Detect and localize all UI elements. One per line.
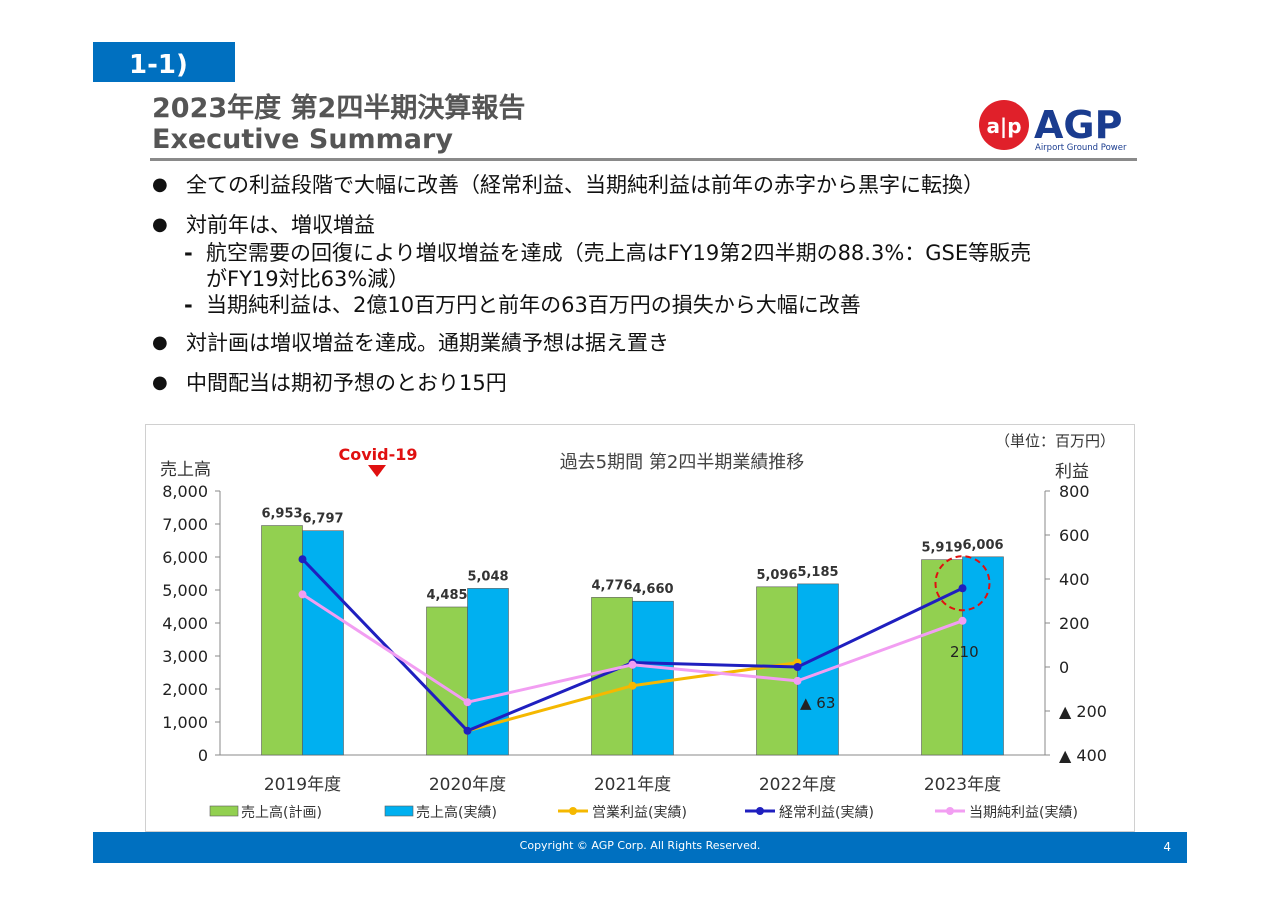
left-tick-label: 6,000 (162, 548, 208, 567)
legend-marker (756, 807, 764, 815)
agp-logo: a|p AGP Airport Ground Power (979, 100, 1127, 152)
bar-data-label: 4,485 (426, 588, 467, 603)
legend-marker (946, 807, 954, 815)
legend-label: 営業利益(実績) (592, 805, 687, 821)
legend-label: 経常利益(実績) (779, 805, 874, 821)
left-tick-label: 8,000 (162, 482, 208, 501)
right-tick-label: 800 (1059, 482, 1090, 501)
highlight-circle (934, 555, 991, 612)
chart-title: 過去5期間 第2四半期業績推移 (560, 452, 805, 473)
bar-data-label: 5,919 (921, 541, 962, 556)
page-number: 4 (1163, 840, 1171, 854)
bar-data-label: 6,006 (962, 538, 1003, 553)
svg-text:Airport Ground Power: Airport Ground Power (1035, 143, 1127, 152)
line-point (298, 555, 307, 564)
header-divider (150, 158, 1137, 161)
right-tick-label: 600 (1059, 526, 1090, 545)
chart-panel (145, 424, 1135, 832)
category-label: 2019年度 (264, 775, 341, 795)
bar-plan (756, 586, 798, 756)
left-axis-label: 売上高 (160, 460, 211, 480)
line-data-label: 210 (950, 643, 979, 661)
category-label: 2023年度 (924, 775, 1001, 795)
line-data-label: ▲ 63 (800, 694, 835, 712)
copyright: Copyright © AGP Corp. All Rights Reserve… (519, 839, 761, 852)
left-tick-label: 1,000 (162, 713, 208, 732)
left-tick-label: 7,000 (162, 515, 208, 534)
bar-data-label: 6,953 (261, 507, 302, 522)
line-point (463, 726, 472, 735)
bar-actual (632, 600, 674, 756)
line-point (793, 676, 802, 685)
bar-data-label: 5,185 (797, 565, 838, 580)
covid-marker-icon (368, 465, 386, 477)
left-tick-label: 3,000 (162, 647, 208, 666)
legend-swatch (384, 805, 414, 817)
right-tick-label: 400 (1059, 570, 1090, 589)
legend-label: 当期純利益(実績) (969, 805, 1078, 821)
line-point (958, 616, 967, 625)
category-label: 2020年度 (429, 775, 506, 795)
left-tick-label: 4,000 (162, 614, 208, 633)
left-tick-label: 2,000 (162, 680, 208, 699)
bullet-item: 対計画は増収増益を達成。通期業績予想は据え置き (152, 328, 1152, 358)
line-point (628, 660, 637, 669)
legend-marker (569, 807, 577, 815)
sub-bullet-item: - 当期純利益は、2億10百万円と前年の63百万円の損失から大幅に改善 (184, 293, 861, 317)
bullet-item: 対前年は、増収増益 (152, 210, 1152, 240)
line-point (958, 584, 967, 593)
bar-data-label: 4,660 (632, 582, 673, 597)
legend-label: 売上高(実績) (416, 804, 497, 821)
bar-data-label: 5,096 (756, 568, 797, 583)
bar-actual (962, 556, 1004, 756)
line-point (628, 681, 637, 690)
chart-unit-note: （単位：百万円） (995, 432, 1115, 450)
category-label: 2022年度 (759, 775, 836, 795)
covid-annotation: Covid-19 (338, 445, 417, 464)
bar-plan (261, 525, 303, 756)
logo-mark-icon (979, 100, 1029, 150)
bar-data-label: 6,797 (302, 512, 343, 527)
right-tick-label: 200 (1059, 614, 1090, 633)
left-tick-label: 5,000 (162, 581, 208, 600)
bar-data-label: 5,048 (467, 569, 508, 584)
section-number: 1-1) (93, 42, 235, 82)
bullet-item: 中間配当は期初予想のとおり15円 (152, 368, 1152, 398)
sub-bullet-item: - 航空需要の回復により増収増益を達成（売上高はFY19第2四半期の88.3%：… (184, 241, 1032, 291)
svg-text:a|p: a|p (986, 114, 1021, 138)
bar-data-label: 4,776 (591, 578, 632, 593)
line-point (298, 590, 307, 599)
summary-bullets: 全ての利益段階で大幅に改善（経常利益、当期純利益は前年の赤字から黒字に転換） 対… (152, 170, 1152, 398)
right-tick-label: ▲ 200 (1059, 702, 1107, 721)
bullet-item: 全ての利益段階で大幅に改善（経常利益、当期純利益は前年の赤字から黒字に転換） (152, 170, 1152, 200)
svg-text:AGP: AGP (1034, 103, 1122, 147)
category-label: 2021年度 (594, 775, 671, 795)
right-tick-label: ▲ 400 (1059, 746, 1107, 765)
page-title: 2023年度 第2四半期決算報告 (152, 93, 526, 124)
page-subtitle: Executive Summary (152, 124, 453, 155)
legend-label: 売上高(計画) (241, 804, 322, 821)
footer-bar: Copyright © AGP Corp. All Rights Reserve… (93, 832, 1187, 863)
left-tick-label: 0 (198, 746, 208, 765)
legend-swatch (209, 805, 239, 817)
right-tick-label: 0 (1059, 658, 1069, 677)
line-point (793, 663, 802, 671)
right-axis-label: 利益 (1055, 462, 1089, 482)
line-point (463, 698, 472, 707)
